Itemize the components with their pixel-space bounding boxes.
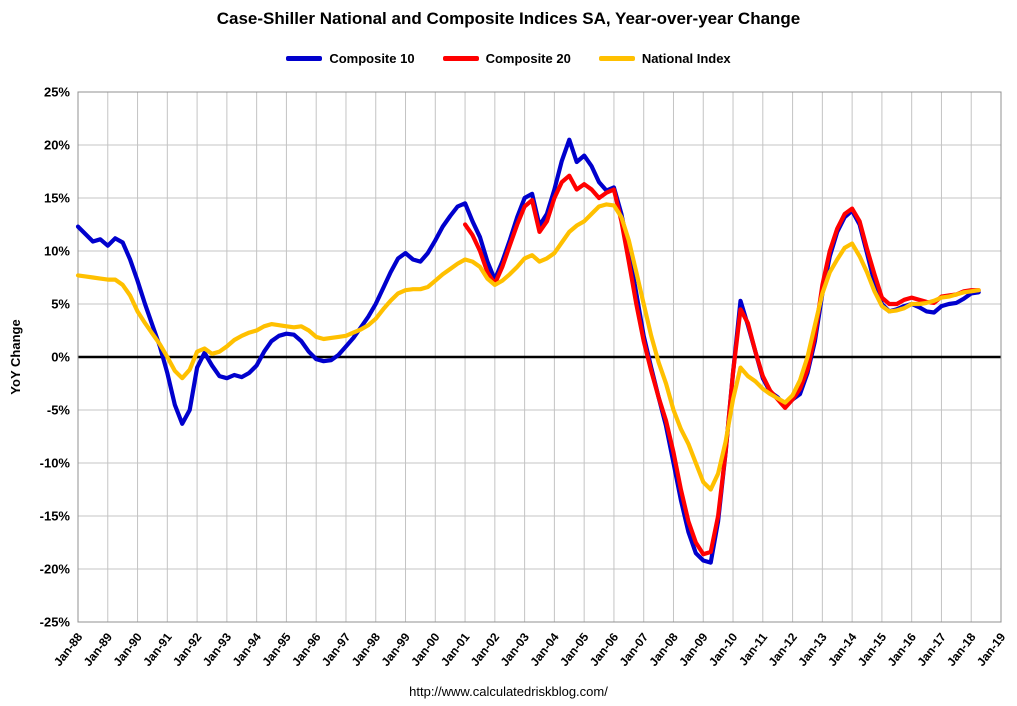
x-tick-label: Jan-02 [468, 630, 503, 669]
x-tick-label: Jan-15 [855, 630, 890, 669]
x-tick-label: Jan-92 [170, 630, 205, 669]
x-tick-label: Jan-10 [706, 630, 741, 669]
x-tick-label: Jan-90 [110, 630, 145, 669]
legend-label: National Index [641, 51, 731, 66]
legend-swatch [598, 56, 635, 61]
x-tick-label: Jan-12 [765, 630, 800, 669]
x-tick-label: Jan-00 [408, 630, 443, 669]
x-tick-label: Jan-08 [646, 630, 681, 669]
plot-border [77, 91, 1002, 623]
y-tick-label: -25% [40, 615, 71, 630]
x-tick-label: Jan-06 [587, 630, 622, 669]
legend-item-composite-10: Composite 10 [286, 51, 415, 66]
y-tick-label: 5% [51, 297, 70, 312]
x-tick-label: Jan-91 [140, 630, 175, 669]
legend-label: Composite 20 [485, 51, 571, 66]
x-tick-label: Jan-18 [944, 630, 979, 669]
x-tick-label: Jan-03 [498, 630, 533, 669]
y-tick-label: 20% [44, 138, 70, 153]
x-axis-labels: Jan-88Jan-89Jan-90Jan-91Jan-92Jan-93Jan-… [51, 630, 1009, 669]
x-tick-label: Jan-05 [557, 630, 592, 669]
chart-title: Case-Shiller National and Composite Indi… [216, 9, 801, 28]
x-tick-label: Jan-94 [230, 630, 265, 669]
x-tick-label: Jan-01 [438, 630, 473, 669]
x-tick-label: Jan-96 [289, 630, 324, 669]
x-tick-label: Jan-89 [81, 630, 116, 669]
y-tick-label: -20% [40, 562, 71, 577]
series-national-index [75, 202, 981, 492]
x-tick-label: Jan-98 [349, 630, 384, 669]
series-composite-20 [463, 173, 981, 557]
legend-swatch [442, 56, 479, 61]
y-tick-label: 25% [44, 85, 70, 100]
y-axis-title: YoY Change [8, 319, 23, 394]
y-tick-label: -15% [40, 509, 71, 524]
x-tick-label: Jan-93 [200, 630, 235, 669]
legend-swatch [286, 56, 323, 61]
x-tick-label: Jan-88 [51, 630, 86, 669]
x-tick-label: Jan-11 [736, 630, 770, 668]
x-tick-label: Jan-16 [885, 630, 920, 669]
y-tick-label: 0% [51, 350, 70, 365]
footer-url: http://www.calculatedriskblog.com/ [409, 684, 608, 699]
x-tick-label: Jan-14 [825, 630, 860, 669]
y-tick-label: 15% [44, 191, 70, 206]
legend-item-national-index: National Index [598, 51, 731, 66]
x-tick-label: Jan-99 [378, 630, 413, 669]
x-tick-label: Jan-97 [319, 630, 354, 669]
x-tick-label: Jan-17 [914, 630, 949, 669]
y-tick-label: -5% [47, 403, 71, 418]
legend-item-composite-20: Composite 20 [442, 51, 571, 66]
x-tick-label: Jan-13 [795, 630, 830, 669]
y-tick-label: 10% [44, 244, 70, 259]
x-tick-label: Jan-19 [974, 630, 1009, 669]
y-axis-labels: 25% 20% 15% 10% 5% 0% -5% -10% -15% -20% -25% [40, 85, 71, 630]
x-tick-label: Jan-09 [676, 630, 711, 669]
legend: Composite 10 Composite 20 National Index [0, 51, 1017, 66]
y-tick-label: -10% [40, 456, 71, 471]
x-tick-label: Jan-07 [617, 630, 652, 669]
legend-label: Composite 10 [329, 51, 415, 66]
x-tick-label: Jan-95 [259, 630, 294, 669]
x-tick-label: Jan-04 [527, 630, 562, 669]
